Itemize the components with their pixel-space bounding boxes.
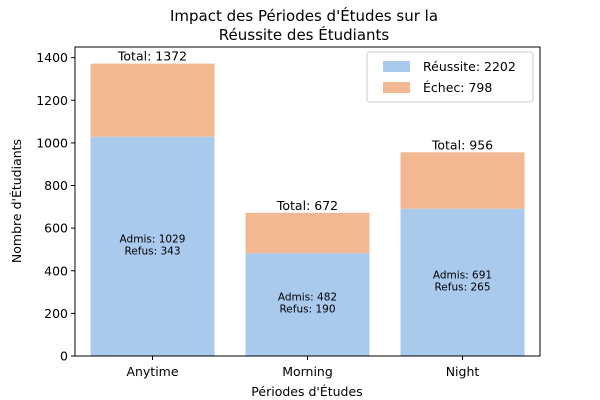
- y-tick-label: 0: [60, 349, 68, 364]
- bar-inner-label-night-0: Admis: 691: [433, 269, 492, 281]
- chart-title-line-1: Impact des Périodes d'Études sur la: [170, 6, 438, 25]
- bar-morning-series-0: [245, 253, 370, 356]
- bar-anytime-series-1: [90, 63, 215, 137]
- x-tick-label-morning: Morning: [282, 364, 333, 379]
- bar-inner-label-anytime-1: Refus: 343: [124, 245, 180, 257]
- bar-morning-series-1: [245, 212, 370, 254]
- legend-label-reussite: Réussite: 2202: [423, 59, 516, 74]
- y-tick-label: 600: [44, 221, 68, 236]
- bar-total-label-night: Total: 956: [431, 137, 493, 152]
- bar-night-series-1: [400, 152, 525, 209]
- y-tick-label: 200: [44, 306, 68, 321]
- y-tick-label: 400: [44, 263, 68, 278]
- y-tick-label: 800: [44, 178, 68, 193]
- bar-inner-label-morning-1: Refus: 190: [279, 304, 335, 316]
- legend-swatch-echec: [383, 82, 410, 93]
- legend-swatch-reussite: [383, 61, 410, 72]
- x-axis: Anytime Morning Night: [126, 356, 479, 379]
- bar-total-label-morning: Total: 672: [276, 198, 338, 213]
- y-axis-label: Nombre d'Étudiants: [9, 139, 24, 263]
- y-tick-label: 1200: [36, 93, 68, 108]
- bar-inner-label-anytime-0: Admis: 1029: [120, 233, 186, 245]
- totals-group: Total: 1372 Total: 672 Total: 956: [117, 49, 493, 213]
- y-tick-label: 1000: [36, 135, 68, 150]
- bar-inner-label-morning-0: Admis: 482: [278, 292, 337, 304]
- bar-total-label-anytime: Total: 1372: [117, 49, 187, 64]
- legend: Réussite: 2202 Échec: 798: [366, 51, 534, 103]
- x-axis-label: Périodes d'Études: [251, 384, 362, 399]
- bar-night-series-0: [400, 208, 525, 356]
- bar-anytime-series-0: [90, 136, 215, 356]
- legend-label-echec: Échec: 798: [423, 80, 492, 95]
- bar-inner-label-night-1: Refus: 265: [434, 281, 490, 293]
- x-tick-label-anytime: Anytime: [126, 364, 178, 379]
- y-axis: 0 200 400 600 800 1000 1200 1400: [36, 50, 75, 364]
- x-tick-label-night: Night: [446, 364, 480, 379]
- chart-title-line-2: Réussite des Étudiants: [219, 25, 390, 44]
- bars-group: [90, 63, 525, 356]
- y-tick-label: 1400: [36, 50, 68, 65]
